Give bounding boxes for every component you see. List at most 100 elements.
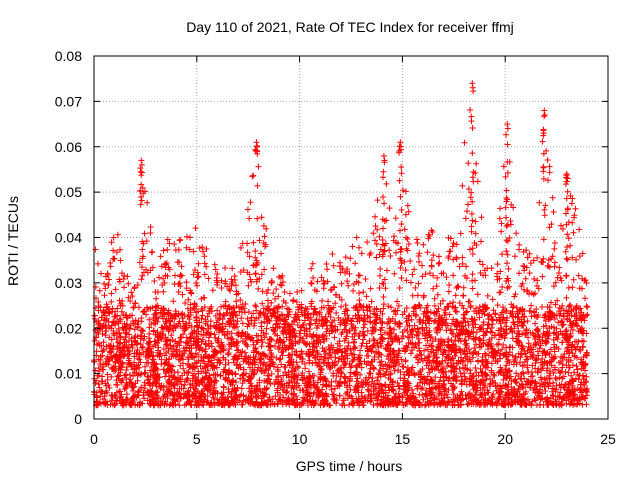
data-point xyxy=(125,357,132,364)
data-point xyxy=(502,204,509,211)
data-point xyxy=(254,382,261,389)
data-point xyxy=(469,285,476,292)
data-point xyxy=(220,328,227,335)
data-point xyxy=(565,284,572,291)
data-point xyxy=(441,307,448,314)
data-point xyxy=(276,323,283,330)
data-point xyxy=(211,354,218,361)
data-point xyxy=(174,390,181,397)
data-point xyxy=(165,264,172,271)
data-point xyxy=(528,369,535,376)
data-point xyxy=(467,194,474,201)
data-point xyxy=(323,261,330,268)
data-point xyxy=(172,308,179,315)
data-point xyxy=(450,383,457,390)
data-point xyxy=(509,313,516,320)
data-point xyxy=(112,359,119,366)
data-point xyxy=(424,346,431,353)
data-point xyxy=(397,264,404,271)
data-point xyxy=(377,319,384,326)
data-point xyxy=(111,255,118,262)
data-point xyxy=(201,271,208,278)
data-point xyxy=(378,338,385,345)
data-point xyxy=(578,309,585,316)
data-point xyxy=(163,318,170,325)
data-point xyxy=(103,315,110,322)
data-point xyxy=(427,334,434,341)
data-point xyxy=(524,318,531,325)
data-point xyxy=(341,359,348,366)
data-point xyxy=(583,280,590,287)
data-point xyxy=(185,356,192,363)
data-point xyxy=(151,277,158,284)
data-point xyxy=(476,258,483,265)
data-point xyxy=(413,398,420,405)
data-point xyxy=(425,399,432,406)
data-point xyxy=(450,330,457,337)
data-point xyxy=(527,260,534,267)
data-point xyxy=(484,292,491,299)
data-point xyxy=(512,354,519,361)
data-point xyxy=(466,400,473,407)
data-point xyxy=(559,302,566,309)
data-point xyxy=(146,324,153,331)
data-point xyxy=(569,321,576,328)
data-point xyxy=(376,284,383,291)
data-point xyxy=(165,355,172,362)
data-point xyxy=(147,224,154,231)
data-point xyxy=(462,272,469,279)
data-point xyxy=(414,240,421,247)
data-point xyxy=(569,327,576,334)
data-points xyxy=(91,80,591,409)
data-point xyxy=(178,272,185,279)
data-point xyxy=(434,291,441,298)
data-point xyxy=(234,318,241,325)
data-point xyxy=(283,314,290,321)
data-point xyxy=(344,345,351,352)
data-point xyxy=(409,386,416,393)
data-point xyxy=(222,323,229,330)
data-point xyxy=(212,325,219,332)
data-point xyxy=(433,364,440,371)
data-point xyxy=(559,375,566,382)
data-point xyxy=(401,371,408,378)
data-point xyxy=(116,372,123,379)
data-point xyxy=(200,248,207,255)
data-point xyxy=(310,331,317,338)
data-point xyxy=(136,259,143,266)
data-point xyxy=(388,304,395,311)
data-point xyxy=(298,287,305,294)
data-point xyxy=(237,304,244,311)
data-point xyxy=(513,370,520,377)
data-point xyxy=(565,219,572,226)
data-point xyxy=(275,400,282,407)
data-point xyxy=(459,358,466,365)
data-point xyxy=(273,286,280,293)
data-point xyxy=(584,385,591,392)
data-point xyxy=(194,274,201,281)
data-point xyxy=(370,335,377,342)
data-point xyxy=(204,399,211,406)
data-point xyxy=(438,316,445,323)
data-point xyxy=(108,298,115,305)
data-point xyxy=(110,352,117,359)
data-point xyxy=(237,349,244,356)
data-point xyxy=(263,325,270,332)
data-point xyxy=(500,342,507,349)
data-point xyxy=(449,401,456,408)
data-point xyxy=(533,282,540,289)
data-point xyxy=(183,345,190,352)
data-point xyxy=(537,359,544,366)
data-point xyxy=(200,332,207,339)
data-point xyxy=(392,390,399,397)
data-point xyxy=(108,239,115,246)
data-point xyxy=(195,343,202,350)
data-point xyxy=(414,385,421,392)
data-point xyxy=(521,347,528,354)
data-point xyxy=(513,338,520,345)
data-point xyxy=(544,333,551,340)
data-point xyxy=(432,351,439,358)
data-point xyxy=(196,319,203,326)
data-point xyxy=(494,302,501,309)
data-point xyxy=(319,317,326,324)
